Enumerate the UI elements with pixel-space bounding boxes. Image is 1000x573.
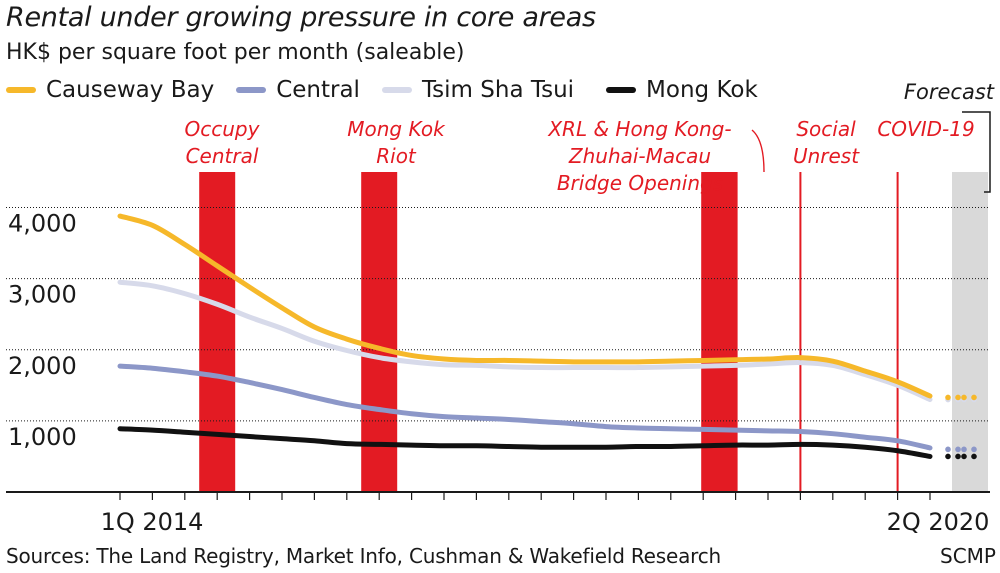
credit: SCMP	[940, 544, 996, 568]
series-line-tsim-sha-tsui	[117, 279, 933, 403]
event-bar-5	[896, 172, 899, 492]
forecast-point-causeway-bay	[961, 394, 967, 401]
y-tick-label: 1,000	[8, 423, 77, 451]
chart-subtitle: HK$ per square foot per month (saleable)	[6, 40, 465, 65]
forecast-point-causeway-bay	[955, 394, 961, 401]
legend-swatch-tsim-sha-tsui	[381, 87, 412, 93]
event-label-2: Riot	[376, 144, 417, 168]
event-label-3: XRL & Hong Kong-	[547, 117, 731, 141]
legend-item-central: Central	[236, 77, 360, 103]
event-label-3: Bridge Openings	[557, 171, 723, 195]
x-tick-label-end: 2Q 2020	[887, 508, 990, 536]
legend-swatch-causeway-bay	[6, 87, 36, 93]
legend-item-tsim-sha-tsui: Tsim Sha Tsui	[381, 77, 575, 103]
legend-label-central: Central	[276, 77, 360, 103]
forecast-point-causeway-bay	[971, 394, 977, 401]
event-bar-4	[799, 172, 802, 492]
event-label-3: Zhuhai-Macau	[568, 144, 711, 168]
legend-swatch-central	[236, 87, 267, 93]
series-line-causeway-bay	[117, 213, 933, 399]
forecast-point-mong-kok	[955, 453, 961, 460]
y-tick-label: 3,000	[8, 281, 77, 309]
legend-label-causeway-bay: Causeway Bay	[46, 77, 215, 103]
series-line-central	[117, 363, 933, 451]
event-bar-3	[701, 172, 738, 492]
forecast-point-central	[971, 446, 977, 453]
forecast-point-central	[961, 446, 967, 453]
forecast-label: Forecast	[903, 80, 994, 104]
x-tick-label-start: 1Q 2014	[101, 508, 204, 536]
forecast-point-causeway-bay	[945, 394, 951, 401]
forecast-bracket	[962, 111, 991, 193]
event-label-1: Occupy	[185, 117, 261, 141]
forecast-band	[952, 172, 988, 492]
legend-item-causeway-bay: Causeway Bay	[6, 77, 214, 103]
forecast-point-central	[955, 446, 961, 453]
event-leader-xrl	[751, 129, 765, 173]
event-label-1: Central	[186, 144, 259, 168]
forecast-point-mong-kok	[945, 453, 951, 460]
legend-label-tsim-sha-tsui: Tsim Sha Tsui	[421, 77, 575, 103]
forecast-point-central	[945, 446, 951, 453]
series-line-mong-kok	[117, 426, 933, 459]
event-label-4: Social	[796, 117, 856, 141]
event-label-2: Mong Kok	[347, 117, 446, 141]
forecast-point-mong-kok	[971, 453, 977, 460]
y-tick-label: 2,000	[8, 352, 77, 380]
event-label-5: COVID-19	[877, 117, 974, 141]
event-bar-1	[199, 172, 236, 492]
legend-swatch-mong-kok	[606, 87, 637, 93]
legend: Causeway Bay Central Tsim Sha Tsui Mong …	[6, 74, 780, 106]
y-tick-label: 4,000	[8, 210, 77, 238]
chart-title: Rental under growing pressure in core ar…	[6, 2, 596, 33]
legend-label-mong-kok: Mong Kok	[646, 77, 758, 103]
source-note: Sources: The Land Registry, Market Info,…	[6, 544, 721, 568]
event-bar-2	[361, 172, 398, 492]
legend-item-mong-kok: Mong Kok	[606, 77, 758, 103]
event-label-4: Unrest	[793, 144, 860, 168]
forecast-point-mong-kok	[961, 453, 967, 460]
